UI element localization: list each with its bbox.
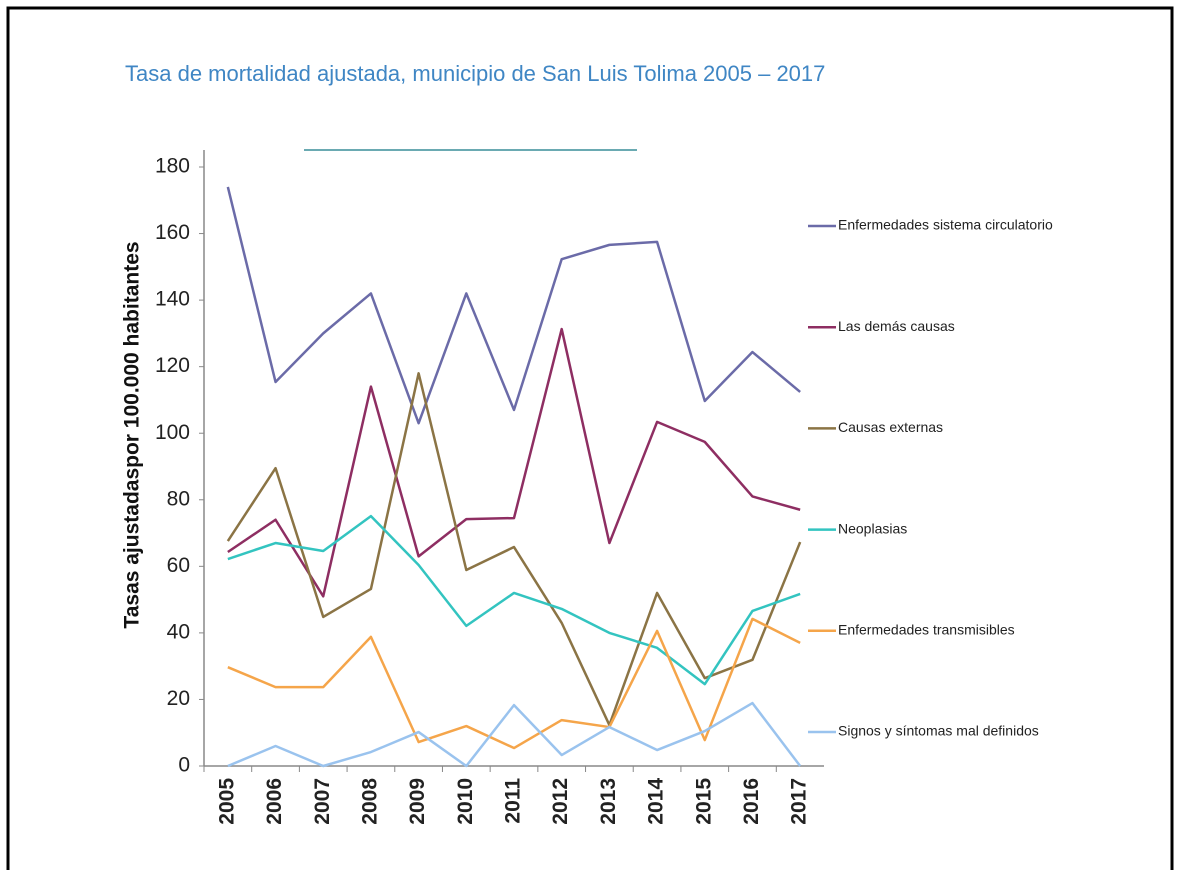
series-line <box>227 617 801 750</box>
x-tick-label: 2007 <box>311 778 334 825</box>
y-tick-label: 80 <box>167 487 190 510</box>
y-tick-label: 160 <box>155 221 190 244</box>
series-line <box>227 514 801 686</box>
series-line <box>226 186 801 425</box>
legend-label: Enfermedades sistema circulatorio <box>838 217 1053 233</box>
series-line <box>227 327 801 598</box>
x-tick-label: 2011 <box>502 778 525 824</box>
x-tick-label: 2014 <box>645 778 668 825</box>
legend-label: Enfermedades transmisibles <box>838 622 1015 638</box>
x-tick-label: 2010 <box>454 778 477 825</box>
series-line <box>226 372 802 727</box>
y-tick-label: 0 <box>178 754 190 777</box>
legend-label: Causas externas <box>838 419 943 435</box>
y-tick-label: 20 <box>167 687 190 710</box>
x-tick-label: 2012 <box>549 778 572 825</box>
y-tick-label: 60 <box>167 554 190 577</box>
series-line <box>227 701 802 768</box>
y-tick-label: 180 <box>155 155 190 178</box>
x-tick-label: 2006 <box>263 778 286 825</box>
y-tick-label: 100 <box>155 421 190 444</box>
y-axis-label: Tasas ajustadaspor 100.000 habitantes <box>121 241 144 628</box>
x-tick-label: 2015 <box>692 778 715 825</box>
x-tick-label: 2009 <box>406 778 429 825</box>
x-tick-label: 2016 <box>740 778 763 825</box>
x-tick-label: 2005 <box>215 778 238 825</box>
legend-label: Signos y síntomas mal definidos <box>838 723 1039 739</box>
y-tick-label: 40 <box>167 620 190 643</box>
legend-label: Las demás causas <box>838 318 955 334</box>
x-tick-label: 2008 <box>358 778 381 825</box>
y-tick-label: 120 <box>155 354 190 377</box>
y-tick-label: 140 <box>155 288 190 311</box>
chart-title: Tasa de mortalidad ajustada, municipio d… <box>125 61 825 86</box>
x-tick-label: 2017 <box>788 778 811 825</box>
legend-label: Neoplasias <box>838 520 907 536</box>
x-tick-label: 2013 <box>597 778 620 825</box>
page-frame <box>6 6 1174 870</box>
